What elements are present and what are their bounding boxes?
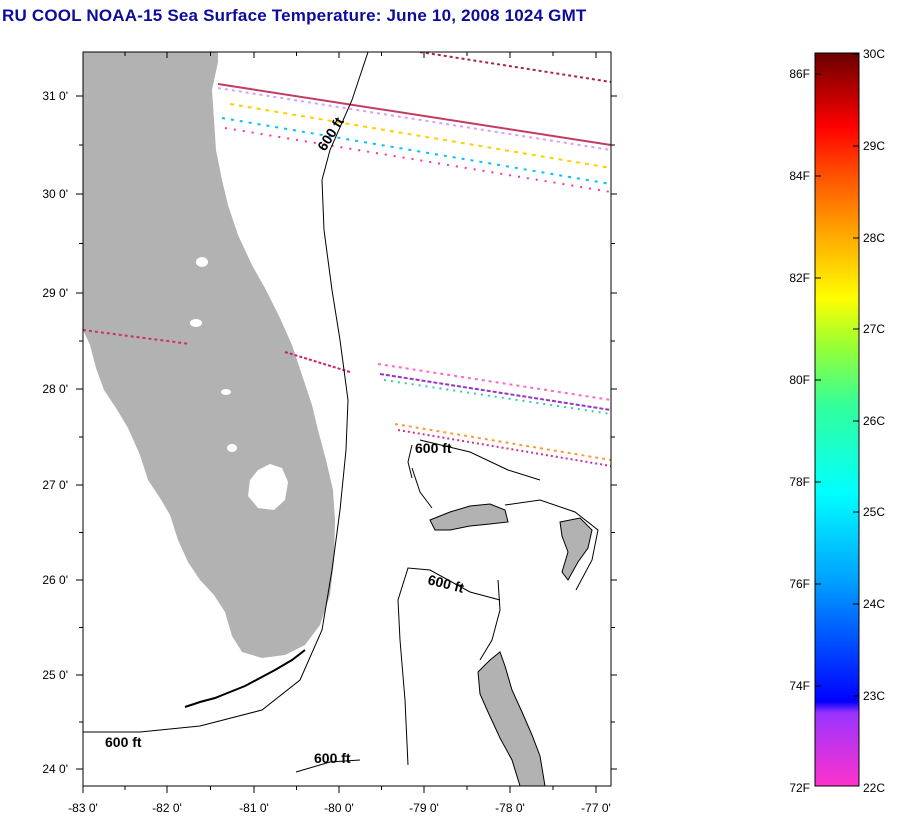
y-tick-label: 29 0' xyxy=(42,286,68,300)
y-tick-label: 30 0' xyxy=(42,187,68,201)
colorbar-label-f: 74F xyxy=(789,679,810,693)
contour-label: 600 ft xyxy=(415,440,452,456)
colorbar-ticks xyxy=(815,53,859,787)
colorbar-label-c: 23C xyxy=(863,689,885,703)
map-panel: 600 ft 600 ft 600 ft 600 ft 600 ft -83 0… xyxy=(42,51,617,815)
big-bend-land xyxy=(83,270,132,330)
colorbar: 86F 84F 82F 80F 78F 76F 74F 72F 30C 29C … xyxy=(789,47,885,795)
colorbar-fahrenheit-labels: 86F 84F 82F 80F 78F 76F 74F 72F xyxy=(789,67,810,795)
colorbar-celsius-labels: 30C 29C 28C 27C 26C 25C 24C 23C 22C xyxy=(863,47,885,795)
grand-bahama-land xyxy=(429,503,509,531)
sst-streak xyxy=(221,117,611,185)
andros-land xyxy=(477,651,546,786)
colorbar-label-c: 22C xyxy=(863,781,885,795)
sst-streak xyxy=(217,87,611,151)
colorbar-label-f: 86F xyxy=(789,67,810,81)
colorbar-label-c: 30C xyxy=(863,47,885,61)
sst-streak xyxy=(284,351,351,373)
axis-ticks xyxy=(76,52,617,793)
colorbar-label-c: 29C xyxy=(863,139,885,153)
sst-streak xyxy=(419,52,611,83)
y-axis-labels: 31 0' 30 0' 29 0' 28 0' 27 0' 26 0' 25 0… xyxy=(42,89,68,776)
lake-small xyxy=(227,444,237,452)
lake-okeechobee xyxy=(248,464,288,510)
colorbar-label-f: 82F xyxy=(789,271,810,285)
map-title: RU COOL NOAA-15 Sea Surface Temperature:… xyxy=(2,6,587,25)
x-tick-label: -81 0' xyxy=(239,801,269,815)
sst-streak xyxy=(217,83,611,146)
y-tick-label: 31 0' xyxy=(42,89,68,103)
colorbar-label-f: 78F xyxy=(789,475,810,489)
y-tick-label: 24 0' xyxy=(42,762,68,776)
y-tick-label: 28 0' xyxy=(42,382,68,396)
isobath-600ft-bahamas-south xyxy=(397,567,501,766)
lake-small xyxy=(190,319,202,327)
x-tick-label: -79 0' xyxy=(409,801,439,815)
colorbar-label-f: 80F xyxy=(789,373,810,387)
x-tick-label: -77 0' xyxy=(581,801,611,815)
contour-label: 600 ft xyxy=(105,734,142,750)
isobath-600ft-florida xyxy=(83,52,369,733)
sst-streak xyxy=(377,363,611,401)
sst-streak xyxy=(394,423,611,461)
x-tick-label: -83 0' xyxy=(68,801,98,815)
colorbar-label-c: 26C xyxy=(863,414,885,428)
y-tick-label: 27 0' xyxy=(42,478,68,492)
colorbar-label-f: 72F xyxy=(789,781,810,795)
contour-label: 600 ft xyxy=(314,750,351,766)
lake-small xyxy=(221,389,231,395)
sst-streak xyxy=(379,373,611,411)
colorbar-label-f: 76F xyxy=(789,577,810,591)
colorbar-label-f: 84F xyxy=(789,169,810,183)
colorbar-label-c: 28C xyxy=(863,231,885,245)
isobath-contours xyxy=(83,52,541,773)
sst-streak xyxy=(397,429,611,467)
abaco-land xyxy=(559,517,593,581)
colorbar-label-c: 25C xyxy=(863,505,885,519)
x-axis-labels: -83 0' -82 0' -81 0' -80 0' -79 0' -78 0… xyxy=(68,801,611,815)
colorbar-gradient xyxy=(814,52,860,787)
x-tick-label: -78 0' xyxy=(495,801,525,815)
y-tick-label: 26 0' xyxy=(42,573,68,587)
bahamas-bank-outline xyxy=(411,467,599,661)
x-tick-label: -80 0' xyxy=(324,801,354,815)
isobath-600ft-bahamas-north xyxy=(407,439,541,481)
florida-keys xyxy=(184,649,306,708)
sst-streak xyxy=(229,103,611,169)
map-frame xyxy=(82,51,612,787)
y-tick-label: 25 0' xyxy=(42,668,68,682)
colorbar-label-c: 27C xyxy=(863,322,885,336)
isobath-600ft-bottom xyxy=(295,759,361,773)
colorbar-label-c: 24C xyxy=(863,597,885,611)
lake-small xyxy=(196,257,208,267)
sst-swath-streaks xyxy=(83,52,611,467)
x-tick-label: -82 0' xyxy=(152,801,182,815)
